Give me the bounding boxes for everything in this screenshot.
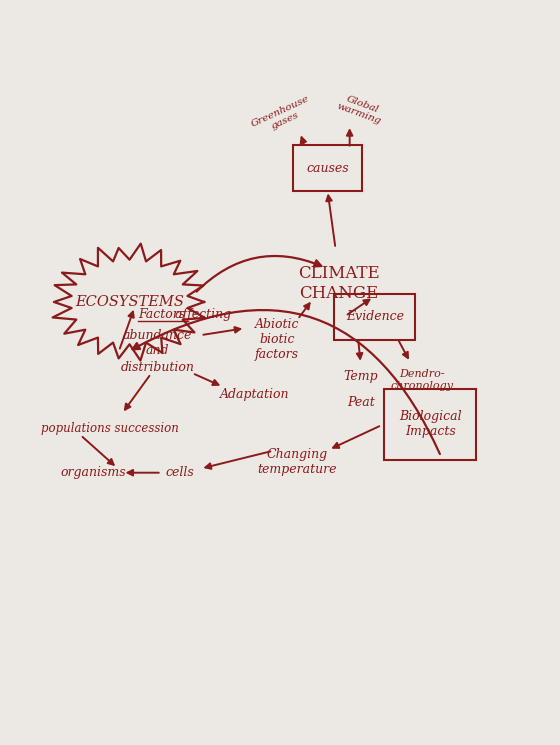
Text: Changing
temperature: Changing temperature: [257, 448, 337, 475]
Text: populations succession: populations succession: [41, 422, 179, 434]
Text: Biological
Impacts: Biological Impacts: [399, 410, 462, 439]
Text: ECOSYSTEMS: ECOSYSTEMS: [75, 295, 184, 309]
Text: Evidence: Evidence: [346, 311, 404, 323]
Text: Abiotic
biotic
factors: Abiotic biotic factors: [255, 317, 300, 361]
Text: Greenhouse
gases: Greenhouse gases: [250, 95, 315, 139]
Text: distribution: distribution: [120, 361, 194, 374]
Text: Global
warming: Global warming: [335, 92, 386, 126]
Text: Peat: Peat: [347, 396, 375, 409]
Text: Dendro-
chronology: Dendro- chronology: [390, 369, 454, 390]
Text: affecting: affecting: [171, 308, 231, 321]
Text: organisms: organisms: [60, 466, 126, 479]
Text: Temp: Temp: [343, 370, 378, 383]
Text: causes: causes: [306, 162, 349, 175]
Text: Factors: Factors: [138, 308, 185, 321]
Text: abundance: abundance: [123, 329, 192, 342]
Text: Adaptation: Adaptation: [220, 388, 290, 402]
Text: CLIMATE
CHANGE: CLIMATE CHANGE: [297, 265, 379, 302]
Text: and: and: [146, 344, 169, 358]
Text: cells: cells: [165, 466, 194, 479]
